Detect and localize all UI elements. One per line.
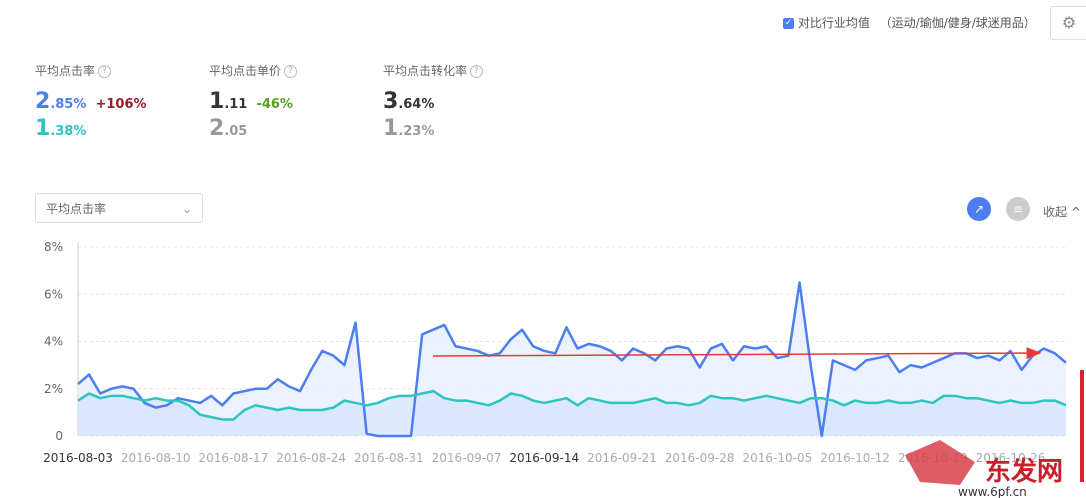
x-tick-label: 2016-08-17: [199, 451, 269, 465]
metric-frac: .38%: [50, 124, 87, 139]
settings-button[interactable]: ⚙: [1050, 6, 1086, 40]
y-tick-label: 6%: [44, 287, 63, 301]
dropdown-arrow: ⌄: [181, 202, 192, 216]
industry-label: （运动/瑜伽/健身/球迷用品）: [879, 16, 1036, 30]
help-icon[interactable]: ?: [284, 65, 298, 78]
help-icon[interactable]: ?: [470, 65, 484, 78]
metric-int: 3: [383, 89, 399, 114]
collapse-label: 收起: [1043, 205, 1068, 219]
x-tick-label: 2016-08-24: [276, 451, 346, 465]
metric-change: -46%: [256, 97, 293, 112]
metric-dropdown[interactable]: 平均点击率 ⌄: [35, 193, 203, 223]
metric-frac: .05: [224, 124, 248, 139]
x-tick-label: 2016-10-26: [976, 451, 1046, 465]
line-view-button[interactable]: ↗: [967, 197, 991, 221]
x-tick-label: 2016-08-03: [43, 451, 113, 465]
y-tick-label: 2%: [44, 382, 63, 396]
x-tick-label: 2016-09-07: [432, 451, 502, 465]
metric-int: 1: [383, 116, 399, 141]
metric-label: 平均点击率: [35, 64, 96, 78]
collapse-button[interactable]: 收起 ^: [1043, 205, 1081, 219]
watermark-url: www.6pf.cn: [958, 485, 1027, 498]
y-tick-label: 8%: [44, 240, 63, 254]
metric-frac: .11: [224, 97, 248, 112]
x-tick-label: 2016-08-10: [121, 451, 191, 465]
table-view-button[interactable]: ≡: [1006, 197, 1030, 221]
metric-label: 平均点击转化率: [383, 64, 468, 78]
checkbox[interactable]: ✓: [783, 18, 794, 29]
x-tick-label: 2016-10-05: [742, 451, 812, 465]
metric: 平均点击率? 2.85% +106% 1.38%: [35, 62, 147, 141]
metric: 平均点击单价? 1.11 -46% 2.05: [209, 62, 298, 141]
y-tick-label: 0: [55, 429, 63, 443]
metric-frac: .64%: [398, 97, 435, 112]
metric: 平均点击转化率? 3.64% 1.23%: [383, 62, 484, 141]
annotation-arrow: [432, 347, 1042, 360]
watermark-brand: 东发网: [985, 456, 1063, 487]
compare-toggle[interactable]: ✓ 对比行业均值 （运动/瑜伽/健身/球迷用品）: [783, 14, 1036, 31]
help-icon[interactable]: ?: [98, 65, 112, 78]
line: [77, 281, 1067, 438]
metric-frac: .23%: [398, 124, 435, 139]
metric-int: 2: [209, 116, 225, 141]
y-tick-label: 4%: [44, 335, 63, 349]
metric-frac: .85%: [50, 97, 87, 112]
x-tick-label: 2016-10-12: [820, 451, 890, 465]
metric-int: 1: [35, 116, 51, 141]
compare-label: 对比行业均值: [797, 16, 870, 30]
metric-label: 平均点击单价: [209, 64, 282, 78]
x-tick-label: 2016-08-31: [354, 451, 424, 465]
metric-change: +106%: [95, 97, 147, 112]
x-tick-label: 2016-09-28: [665, 451, 735, 465]
scrollbar: [1080, 370, 1084, 482]
watermark-logo: [905, 440, 975, 485]
metric-int: 1: [209, 89, 225, 114]
x-tick-label: 2016-09-21: [587, 451, 657, 465]
x-tick-label: 2016-09-14: [509, 451, 579, 465]
metric-int: 2: [35, 89, 51, 114]
area: [78, 282, 1066, 436]
dropdown-label: 平均点击率: [46, 202, 107, 216]
line: [77, 389, 1067, 421]
